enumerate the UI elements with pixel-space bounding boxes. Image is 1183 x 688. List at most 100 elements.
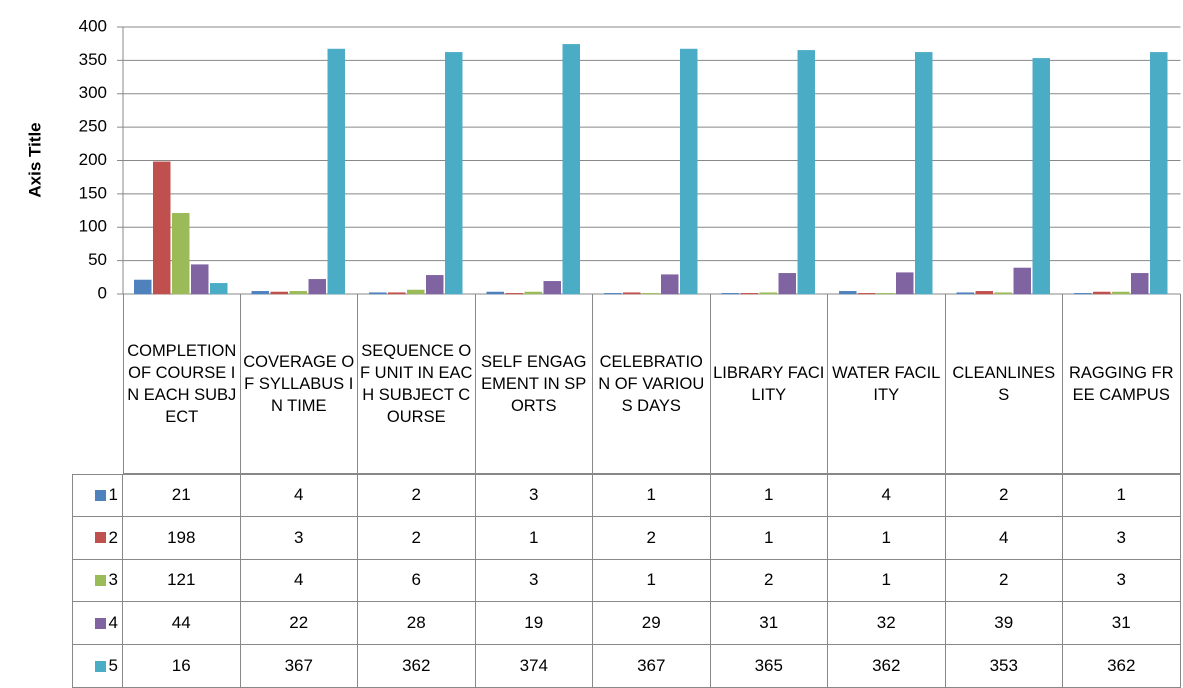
category-label: CELEBRATION OF VARIOUS DAYS bbox=[593, 294, 711, 474]
bar bbox=[308, 279, 326, 295]
y-tick-label: 200 bbox=[79, 150, 107, 169]
legend-swatch bbox=[94, 574, 106, 586]
table-value: 2 bbox=[358, 516, 476, 560]
bar bbox=[877, 293, 895, 295]
bar bbox=[858, 293, 876, 295]
table-value: 6 bbox=[358, 559, 476, 603]
bar bbox=[839, 291, 857, 295]
category-label: RAGGING FREE CAMPUS bbox=[1063, 294, 1181, 474]
bar bbox=[251, 291, 269, 295]
bar bbox=[1032, 58, 1050, 295]
bar bbox=[153, 161, 171, 295]
bar bbox=[388, 292, 406, 295]
bar bbox=[486, 291, 504, 295]
category-label: COMPLETION OF COURSE IN EACH SUBJECT bbox=[123, 294, 241, 474]
table-value: 362 bbox=[1063, 645, 1181, 688]
table-value: 39 bbox=[945, 602, 1063, 646]
table-value: 2 bbox=[710, 559, 828, 603]
bar bbox=[1093, 291, 1111, 295]
y-axis-title: Axis Title bbox=[25, 122, 44, 197]
bar bbox=[896, 272, 914, 295]
y-tick-label: 400 bbox=[79, 16, 107, 35]
table-value: 367 bbox=[593, 645, 711, 688]
table-value: 198 bbox=[123, 516, 241, 560]
legend-entry: 1 bbox=[72, 474, 123, 517]
table-value: 4 bbox=[240, 474, 358, 517]
legend-label: 4 bbox=[108, 613, 118, 633]
bar bbox=[975, 291, 993, 295]
bar bbox=[797, 50, 815, 295]
table-value: 22 bbox=[240, 602, 358, 646]
legend-entry: 3 bbox=[72, 559, 123, 603]
table-value: 374 bbox=[475, 645, 593, 688]
bar bbox=[210, 283, 228, 295]
bar bbox=[721, 293, 739, 295]
table-value: 2 bbox=[945, 474, 1063, 517]
table-value: 2 bbox=[945, 559, 1063, 603]
category-label: CLEANLINESS bbox=[945, 294, 1063, 474]
y-tick-label: 300 bbox=[79, 83, 107, 102]
y-tick-label: 50 bbox=[88, 250, 107, 269]
bar bbox=[740, 293, 758, 295]
bar bbox=[134, 279, 152, 295]
table-value: 365 bbox=[710, 645, 828, 688]
table-value: 2 bbox=[593, 516, 711, 560]
legend-label: 3 bbox=[108, 570, 118, 590]
table-value: 1 bbox=[828, 516, 946, 560]
category-label: SEQUENCE OF UNIT IN EACH SUBJECT COURSE bbox=[358, 294, 476, 474]
table-value: 16 bbox=[123, 645, 241, 688]
table-value: 1 bbox=[593, 474, 711, 517]
legend-label: 5 bbox=[108, 656, 118, 676]
table-value: 3 bbox=[1063, 559, 1181, 603]
table-value: 1 bbox=[475, 516, 593, 560]
legend-entry: 5 bbox=[72, 645, 123, 688]
table-value: 362 bbox=[828, 645, 946, 688]
y-tick-label: 150 bbox=[79, 183, 107, 202]
bar bbox=[1013, 267, 1031, 295]
table-value: 3 bbox=[240, 516, 358, 560]
bar bbox=[642, 293, 660, 295]
legend-entry: 2 bbox=[72, 516, 123, 560]
bar bbox=[956, 292, 974, 295]
bar bbox=[172, 212, 190, 295]
table-value: 367 bbox=[240, 645, 358, 688]
bar bbox=[270, 291, 288, 295]
table-value: 4 bbox=[945, 516, 1063, 560]
bar bbox=[1150, 52, 1168, 295]
bar bbox=[543, 281, 561, 295]
bar bbox=[994, 292, 1012, 295]
bar bbox=[505, 293, 523, 295]
category-label: COVERAGE OF SYLLABUS IN TIME bbox=[240, 294, 358, 474]
bar bbox=[680, 48, 698, 295]
bar bbox=[369, 292, 387, 295]
legend-swatch bbox=[94, 660, 106, 672]
legend-swatch bbox=[94, 489, 106, 501]
table-value: 3 bbox=[475, 474, 593, 517]
bar bbox=[191, 264, 209, 295]
table-value: 1 bbox=[710, 516, 828, 560]
legend-swatch bbox=[94, 617, 106, 629]
category-label: LIBRARY FACILITY bbox=[710, 294, 828, 474]
bar bbox=[1112, 291, 1130, 295]
table-value: 362 bbox=[358, 645, 476, 688]
table-value: 1 bbox=[593, 559, 711, 603]
table-value: 19 bbox=[475, 602, 593, 646]
bar bbox=[604, 293, 622, 295]
category-label: SELF ENGAGEMENT IN SPORTS bbox=[475, 294, 593, 474]
bar bbox=[759, 292, 777, 295]
bar bbox=[778, 273, 796, 295]
table-value: 29 bbox=[593, 602, 711, 646]
table-value: 1 bbox=[828, 559, 946, 603]
table-value: 2 bbox=[358, 474, 476, 517]
bar bbox=[661, 274, 679, 295]
bar bbox=[524, 291, 542, 295]
y-tick-label: 100 bbox=[79, 217, 107, 236]
y-tick-label: 350 bbox=[79, 50, 107, 69]
table-value: 1 bbox=[710, 474, 828, 517]
legend-label: 2 bbox=[108, 527, 118, 547]
y-tick-label: 0 bbox=[98, 283, 107, 302]
table-value: 121 bbox=[123, 559, 241, 603]
table-value: 32 bbox=[828, 602, 946, 646]
table-value: 31 bbox=[710, 602, 828, 646]
